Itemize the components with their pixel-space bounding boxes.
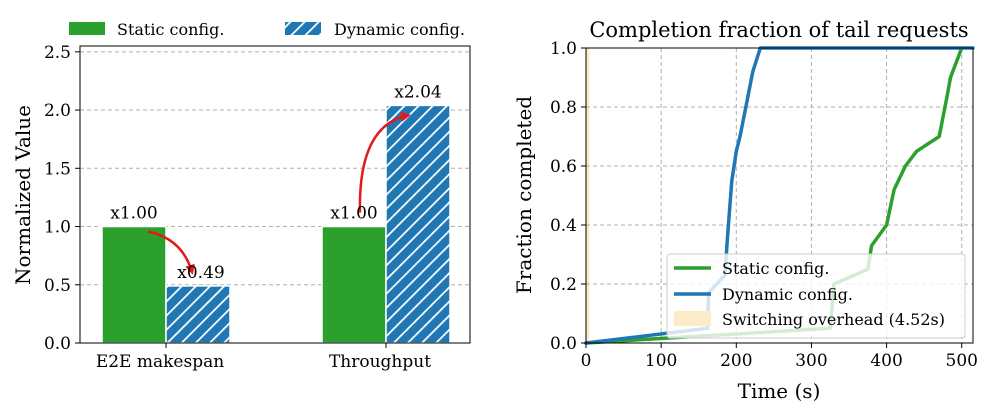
bar-chart-y-tick-label: 2.5 [44, 43, 71, 63]
line-chart-y-tick-label: 0.8 [550, 98, 577, 118]
bar-chart-frame [79, 45, 471, 344]
line-chart-x-axis-label: Time (s) [738, 379, 821, 403]
line-legend-box [666, 253, 966, 339]
line-chart-y-axis-label: Fraction completed [512, 96, 536, 294]
legend-dynamic-label: Dynamic config. [334, 20, 465, 39]
line-chart-x-tick-label: 300 [795, 351, 827, 371]
line-legend-overhead-label: Switching overhead (4.52s) [722, 310, 945, 329]
line-chart-legend: Static config. Dynamic config. Switching… [666, 253, 966, 339]
line-chart-x-tick-label: 400 [870, 351, 902, 371]
line-chart-title: Completion fraction of tail requests [589, 18, 968, 42]
bar-chart-bars [101, 104, 451, 344]
bar-dynamic-2 [385, 104, 451, 344]
line-chart-y-tick-label: 0.2 [550, 275, 577, 295]
bar-chart-y-axis-label: Normalized Value [11, 105, 35, 285]
bar-dynamic-1 [165, 285, 231, 344]
switching-overhead-band [586, 48, 590, 343]
line-chart: Completion fraction of tail requests 0.0… [512, 18, 978, 403]
line-chart-y-tick-label: 0.4 [550, 216, 577, 236]
line-chart-y-tick-label: 0.0 [550, 334, 577, 354]
bar-chart-data-labels: x1.00 x0.49 x1.00 x2.04 [110, 82, 441, 283]
data-label-static-1: x1.00 [110, 204, 157, 224]
line-chart-axes [585, 47, 974, 344]
bar-chart-axes [79, 45, 471, 344]
line-chart-shaded-region [586, 48, 590, 343]
bar-chart-y-ticks: 0.0 0.5 1.0 1.5 2.0 2.5 [44, 43, 80, 354]
legend-static-label: Static config. [117, 20, 224, 39]
line-legend-dynamic-label: Dynamic config. [722, 285, 853, 304]
bar-chart-arrow-throughput [358, 111, 411, 213]
bar-static-2 [321, 225, 387, 344]
bar-chart-x-tick-label: Throughput [329, 352, 431, 372]
line-chart-x-ticks: 0 100 200 300 400 500 [581, 343, 978, 371]
line-chart-x-tick-label: 200 [720, 351, 752, 371]
legend-static-swatch [69, 22, 105, 35]
bar-chart-legend: Static config. Dynamic config. [69, 20, 465, 39]
line-chart-y-tick-label: 1.0 [550, 39, 577, 59]
line-chart-x-tick-label: 500 [946, 351, 978, 371]
bar-chart-x-tick-label: E2E makespan [96, 352, 224, 372]
line-legend-static-label: Static config. [722, 259, 829, 278]
bar-static-1 [101, 225, 167, 344]
bar-chart-y-tick-label: 2.0 [44, 101, 71, 121]
bar-chart-y-tick-label: 1.0 [44, 218, 71, 238]
line-chart-frame [585, 47, 974, 344]
bar-chart-y-tick-label: 0.0 [44, 334, 71, 354]
data-label-dynamic-1: x0.49 [177, 263, 224, 283]
bar-chart-arrow-makespan [147, 230, 195, 275]
data-label-static-2: x1.00 [330, 204, 377, 224]
line-chart-y-tick-label: 0.6 [550, 157, 577, 177]
data-label-dynamic-2: x2.04 [394, 82, 441, 102]
legend-dynamic-swatch [285, 22, 321, 35]
line-chart-x-tick-label: 0 [581, 351, 592, 371]
bar-chart-arrows [147, 111, 411, 275]
line-chart-y-ticks: 0.0 0.2 0.4 0.6 0.8 1.0 [550, 39, 586, 354]
bar-chart-x-ticks: E2E makespan Throughput [96, 343, 431, 372]
line-legend-overhead-swatch [674, 311, 711, 326]
line-chart-x-tick-label: 100 [645, 351, 677, 371]
bar-chart-y-tick-label: 1.5 [44, 159, 71, 179]
bar-chart-y-tick-label: 0.5 [44, 276, 71, 296]
